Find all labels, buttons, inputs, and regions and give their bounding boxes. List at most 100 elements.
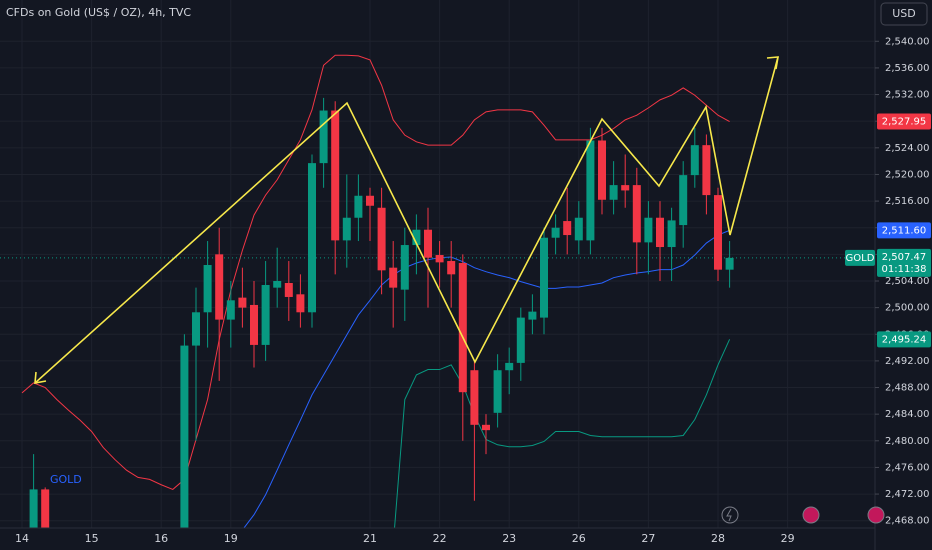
candle-body: [377, 207, 386, 271]
candle-body: [551, 227, 560, 238]
price-tag: [877, 113, 931, 130]
y-tick-label: 2,516.00: [885, 196, 930, 207]
candle-body: [192, 312, 200, 346]
candle-body: [319, 110, 328, 164]
candle-body: [632, 185, 641, 243]
candle-body: [725, 257, 734, 270]
candle-body: [493, 370, 502, 413]
price-tags: 2,527.95 2,511.60 2,495.24 GOLD 2,507.4701:1…: [845, 113, 931, 348]
candle-body: [458, 263, 467, 393]
candle-body: [528, 311, 537, 320]
price-tag-label: 2,495.24: [882, 334, 927, 345]
candle-body: [679, 175, 688, 226]
x-tick-label: 16: [154, 532, 168, 545]
time-axis: 14 15 16 19 21 22 23 26 27 28 29: [15, 532, 795, 545]
symbol-tag-label: GOLD: [846, 253, 875, 264]
candle-body: [435, 255, 444, 263]
x-tick-label: 14: [15, 532, 29, 545]
candle-body: [400, 245, 409, 290]
countdown-label: 01:11:38: [882, 264, 927, 275]
arrow-head: [34, 371, 47, 384]
candle-body: [598, 140, 606, 200]
candle-body: [215, 254, 224, 320]
price-tag-label: 2,527.95: [882, 117, 927, 128]
y-tick-label: 2,504.00: [885, 276, 930, 287]
y-tick-label: 2,500.00: [885, 303, 930, 314]
candle-body: [342, 217, 351, 241]
drawing: [34, 56, 779, 384]
candle-body: [203, 265, 212, 313]
candle-body: [609, 185, 618, 200]
candle-body: [41, 489, 50, 528]
chart-title: CFDs on Gold (US$ / OZ), 4h, TVC: [6, 6, 191, 19]
event-icon[interactable]: [721, 506, 739, 524]
candle-body: [273, 280, 282, 288]
candle-body: [586, 140, 595, 241]
candle-body: [389, 267, 398, 288]
y-tick-label: 2,532.00: [885, 90, 930, 101]
candle-body: [238, 297, 247, 308]
last-price-tag: [877, 248, 931, 277]
x-tick-label: 21: [363, 532, 377, 545]
candle-body: [574, 217, 583, 241]
candle-body: [424, 229, 432, 258]
price-tag-label: 2,511.60: [882, 225, 927, 236]
x-tick-label: 15: [85, 532, 99, 545]
candle-body: [180, 345, 189, 528]
candle-body: [702, 145, 711, 196]
y-tick-label: 2,524.00: [885, 143, 930, 154]
candle-body: [366, 195, 374, 206]
candle-body: [354, 195, 363, 218]
y-tick-label: 2,488.00: [885, 383, 930, 394]
event-icons: [721, 506, 885, 524]
candle-body: [308, 163, 316, 313]
candle-body: [690, 145, 699, 176]
candle-body: [331, 110, 340, 241]
currency-button[interactable]: [880, 2, 928, 26]
y-tick-label: 2,540.00: [885, 36, 930, 47]
candle-body: [644, 217, 653, 243]
plot-area: [0, 54, 875, 528]
candle-body: [621, 185, 630, 191]
candle-body: [226, 300, 235, 320]
y-tick-label: 2,468.00: [885, 516, 930, 527]
annotation: GOLD: [50, 473, 82, 486]
candle-body: [482, 424, 490, 431]
candle-body: [714, 195, 722, 270]
currency[interactable]: USD: [892, 7, 916, 20]
candle-body: [447, 261, 456, 275]
last-price-label: 2,507.47: [882, 252, 927, 263]
candle-body: [516, 317, 525, 363]
x-tick-label: 29: [781, 532, 795, 545]
price-tag: [877, 222, 931, 239]
band-line: [394, 339, 731, 528]
y-tick-label: 2,520.00: [885, 169, 930, 180]
y-tick-label: 2,476.00: [885, 462, 930, 473]
arrow-head: [766, 56, 779, 70]
x-tick-label: 26: [572, 532, 586, 545]
price-tag: [877, 331, 931, 348]
x-tick-label: 22: [433, 532, 447, 545]
x-tick-label: 19: [224, 532, 238, 545]
x-tick-label: 23: [502, 532, 516, 545]
trend-drawing: [34, 56, 779, 384]
event-icon[interactable]: [867, 506, 885, 524]
candle-body: [656, 217, 664, 248]
symbol-tag: [845, 249, 875, 266]
y-tick-label: 2,484.00: [885, 409, 930, 420]
y-tick-label: 2,472.00: [885, 489, 930, 500]
candle-body: [540, 237, 548, 318]
candle-body: [250, 304, 258, 345]
candle-body: [296, 294, 305, 313]
candle-body: [470, 370, 479, 425]
band-line: [243, 229, 730, 528]
x-tick-label: 27: [641, 532, 655, 545]
candle-body: [261, 284, 270, 345]
candle-body: [284, 282, 293, 297]
event-icon[interactable]: [802, 506, 820, 524]
candle-body: [667, 220, 676, 248]
candle-body: [505, 362, 514, 371]
y-tick-label: 2,480.00: [885, 436, 930, 447]
y-tick-label: 2,536.00: [885, 63, 930, 74]
